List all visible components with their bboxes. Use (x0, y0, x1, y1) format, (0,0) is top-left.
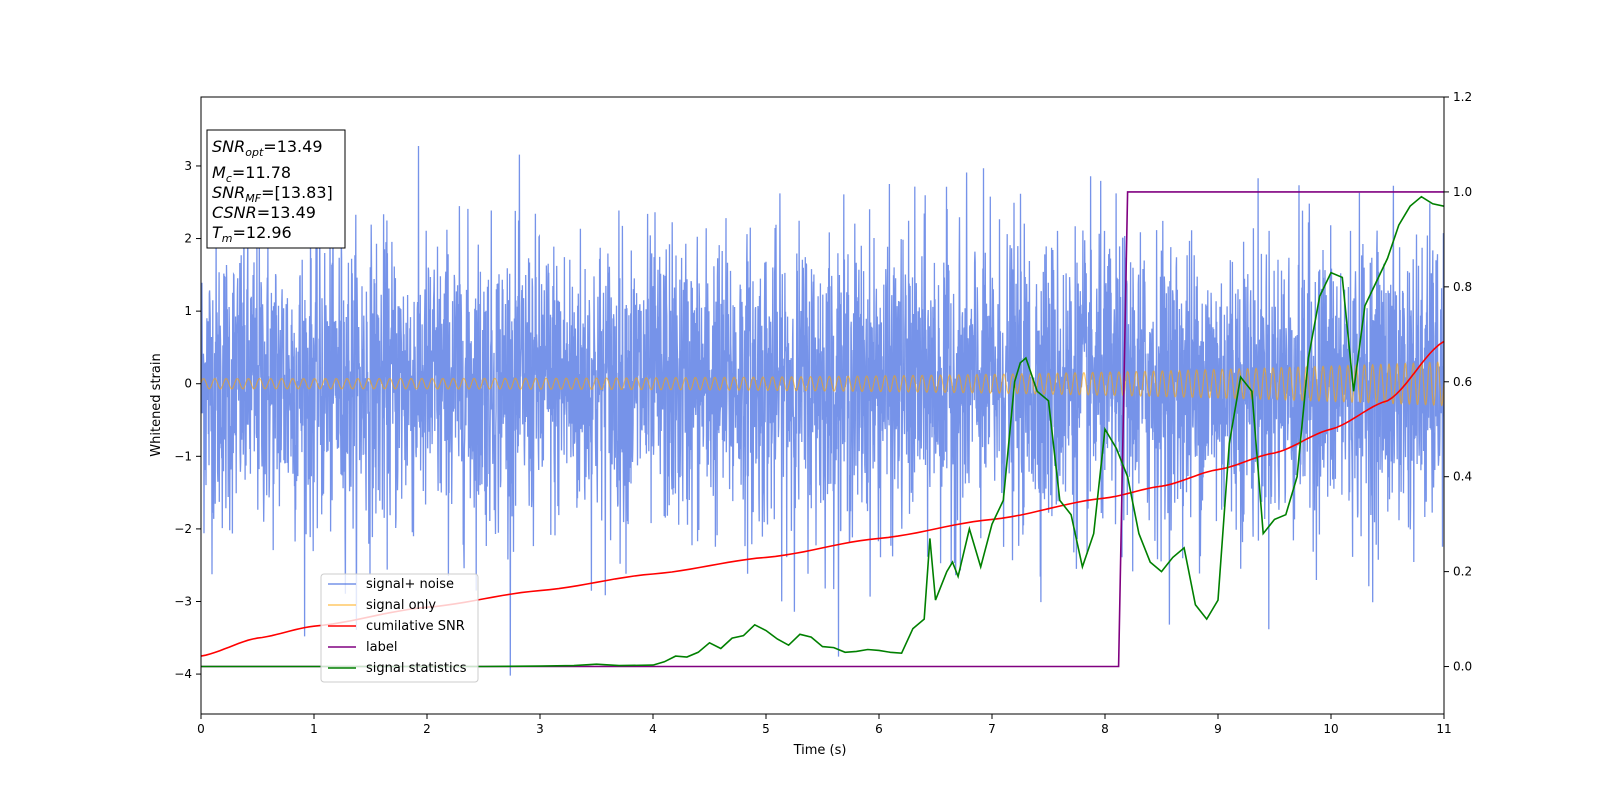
x-tick-label: 9 (1214, 722, 1222, 736)
x-tick-label: 11 (1436, 722, 1451, 736)
y-right-tick-label: 1.0 (1453, 185, 1472, 199)
legend: signal+ noise signal only cumilative SNR la… (320, 573, 479, 683)
y-left-tick-label: −1 (174, 449, 192, 463)
legend-label-signal-statistics: signal statistics (366, 661, 467, 676)
series-signal-only (201, 361, 1444, 407)
legend-label-label: label (366, 640, 397, 655)
x-axis-ticks: 0 1 2 3 4 5 6 7 8 9 10 11 (197, 714, 1452, 736)
y-left-tick-label: −4 (174, 667, 192, 681)
y-left-tick-label: −3 (174, 594, 192, 608)
y-left-tick-label: 0 (184, 377, 192, 391)
x-tick-label: 7 (988, 722, 996, 736)
y-right-tick-label: 0.0 (1453, 660, 1472, 674)
x-tick-label: 3 (536, 722, 544, 736)
x-tick-label: 8 (1101, 722, 1109, 736)
y-right-tick-label: 0.6 (1453, 375, 1472, 389)
series-label (201, 191, 1444, 668)
plot-frame (200, 96, 1445, 715)
x-tick-label: 5 (762, 722, 770, 736)
y-axis-label: Whitened strain (149, 353, 164, 456)
annotation-snr-opt: SNRopt=13.49 (212, 137, 323, 159)
x-tick-label: 4 (649, 722, 657, 736)
series-signal-statistics (201, 195, 1444, 668)
y-right-tick-label: 0.8 (1453, 280, 1472, 294)
y-axis-right-ticks: 0.0 0.2 0.4 0.6 0.8 1.0 1.2 (1444, 90, 1472, 674)
x-tick-label: 10 (1323, 722, 1338, 736)
y-right-tick-label: 0.4 (1453, 470, 1472, 484)
y-left-tick-label: 2 (184, 232, 192, 246)
y-right-tick-label: 0.2 (1453, 565, 1472, 579)
y-left-tick-label: −2 (174, 522, 192, 536)
x-tick-label: 6 (875, 722, 883, 736)
legend-label-signal-noise: signal+ noise (366, 577, 454, 592)
x-tick-label: 1 (310, 722, 318, 736)
legend-label-signal-only: signal only (366, 598, 436, 613)
y-left-tick-label: 1 (184, 304, 192, 318)
x-tick-label: 0 (197, 722, 205, 736)
y-left-tick-label: 3 (184, 159, 192, 173)
x-axis-label: Time (s) (793, 743, 847, 758)
y-right-tick-label: 1.2 (1453, 90, 1472, 104)
annotation-snr-mf: SNRMF=[13.83] (212, 183, 333, 205)
annotation-csnr: CSNR=13.49 (212, 203, 316, 222)
annotation-mc: Mc=11.78 (212, 163, 291, 185)
y-axis-left-ticks: −4 −3 −2 −1 0 1 2 3 (174, 159, 201, 681)
stats-annotation-box: SNRopt=13.49 Mc=11.78 SNRMF=[13.83] CSNR… (206, 129, 346, 249)
legend-frame (320, 573, 479, 683)
legend-label-cumilative-snr: cumilative SNR (366, 619, 465, 634)
x-tick-label: 2 (423, 722, 431, 736)
annotation-tm: Tm=12.96 (212, 223, 292, 245)
